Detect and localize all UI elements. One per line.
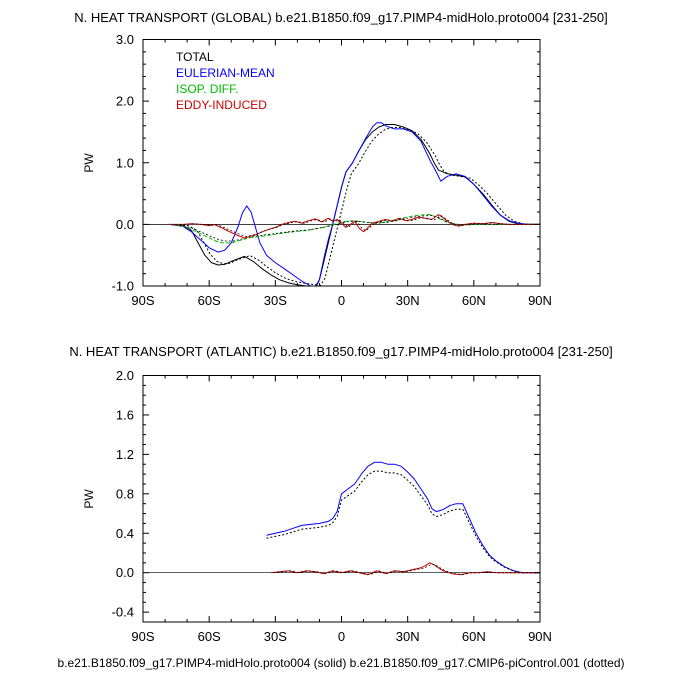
global-y-tick-label: -1.0 (112, 279, 134, 294)
legend-eulerian-mean: EULERIAN-MEAN (176, 66, 275, 80)
atlantic-chart-title: N. HEAT TRANSPORT (ATLANTIC) b.e21.B1850… (69, 344, 612, 359)
atlantic-x-tick-label: 30N (396, 629, 420, 644)
atlantic-series-eulerian-mean-line (266, 461, 540, 574)
atlantic-y-tick-label: 0.0 (116, 565, 134, 580)
global-series-total-line (169, 124, 540, 286)
atlantic-x-tick-label: 60N (462, 629, 486, 644)
legend-total: TOTAL (176, 50, 214, 64)
atlantic-y-axis-label: PW (82, 489, 96, 509)
atlantic-panel: N. HEAT TRANSPORT (ATLANTIC) b.e21.B1850… (69, 344, 612, 644)
global-chart-title: N. HEAT TRANSPORT (GLOBAL) b.e21.B1850.f… (74, 10, 608, 25)
atlantic-x-tick-label: 0 (338, 629, 345, 644)
global-y-tick-label: 3.0 (116, 32, 134, 47)
footer-caption: b.e21.B1850.f09_g17.PIMP4-midHolo.proto0… (57, 656, 624, 670)
global-x-tick-label: 30S (264, 293, 287, 308)
atlantic-x-tick-label: 60S (198, 629, 221, 644)
atlantic-x-tick-label: 30S (264, 629, 287, 644)
atlantic-series-eulerian-mean-dotted-line (266, 470, 540, 574)
atlantic-x-tick-label: 90N (528, 629, 552, 644)
global-y-axis-label: PW (82, 153, 96, 173)
atlantic-y-tick-label: 0.4 (116, 526, 134, 541)
atlantic-y-tick-label: 2.0 (116, 368, 134, 383)
global-panel: N. HEAT TRANSPORT (GLOBAL) b.e21.B1850.f… (74, 10, 608, 308)
global-x-tick-label: 90N (528, 293, 552, 308)
legend-eddy-induced: EDDY-INDUCED (176, 98, 267, 112)
atlantic-y-tick-label: 0.8 (116, 486, 134, 501)
global-y-tick-label: 0.0 (116, 217, 134, 232)
atlantic-series-group (266, 461, 540, 576)
atlantic-y-tick-label: -0.4 (112, 605, 134, 620)
global-series-isop-diff-line (169, 214, 540, 244)
global-x-tick-label: 30N (396, 293, 420, 308)
global-plot-area: 90S 60S 30S 0 30N 60N 90N -1.0 0.0 1.0 2.0 3.0 (112, 32, 552, 308)
global-x-tick-label: 0 (338, 293, 345, 308)
atlantic-y-tick-label: 1.6 (116, 407, 134, 422)
global-series-eddy-induced-dotted-line (171, 215, 540, 238)
global-x-tick-label: 90S (131, 293, 154, 308)
atlantic-plot-frame (142, 375, 541, 623)
global-series-eulerian-mean-line (169, 122, 540, 286)
global-series-eddy-induced-line (169, 214, 540, 239)
legend-isop-diff: ISOP. DIFF. (176, 82, 238, 96)
global-series-group (169, 122, 540, 286)
global-y-tick-label: 1.0 (116, 155, 134, 170)
atlantic-plot-area: 90S 60S 30S 0 30N 60N 90N -0.4 0.0 0.4 0.8 1.2 1.6 2.… (112, 368, 552, 644)
atlantic-series-eddy-induced-dotted-line (273, 563, 540, 575)
global-legend: TOTAL EULERIAN-MEAN ISOP. DIFF. EDDY-IND… (176, 50, 275, 112)
global-x-tick-label: 60S (198, 293, 221, 308)
global-series-total-dotted-line (174, 127, 540, 286)
global-y-tick-label: 2.0 (116, 94, 134, 109)
global-x-tick-label: 60N (462, 293, 486, 308)
atlantic-y-tick-label: 1.2 (116, 447, 134, 462)
global-series-isop-diff-dotted-line (171, 215, 540, 242)
atlantic-series-eddy-induced-line (270, 562, 540, 576)
atlantic-x-tick-label: 90S (131, 629, 154, 644)
